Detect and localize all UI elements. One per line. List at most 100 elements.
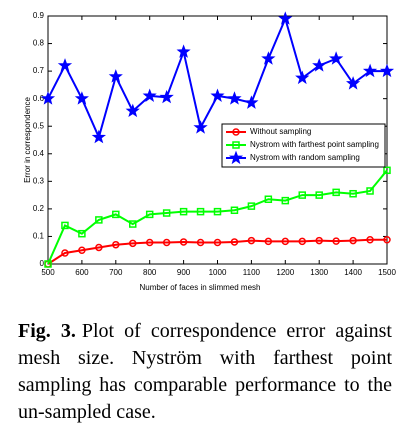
marker — [247, 236, 256, 245]
x-tick-label: 700 — [109, 268, 123, 277]
marker — [159, 89, 174, 104]
marker — [383, 236, 391, 244]
marker — [91, 129, 106, 144]
marker — [196, 207, 205, 216]
y-tick-label: 0 — [40, 259, 45, 268]
marker — [44, 260, 52, 268]
legend-label: Nystrom with farthest point sampling — [250, 140, 379, 149]
y-tick-label: 0.1 — [33, 232, 45, 241]
y-axis-label: Error in correspondence — [23, 97, 32, 183]
marker — [278, 11, 293, 25]
x-tick-label: 800 — [143, 268, 157, 277]
marker — [298, 237, 306, 246]
marker — [61, 249, 69, 257]
marker — [383, 166, 391, 175]
legend-box — [221, 123, 386, 168]
marker — [95, 243, 103, 252]
marker — [281, 196, 290, 205]
marker — [145, 238, 154, 247]
marker — [349, 236, 357, 245]
marker — [281, 237, 290, 246]
marker — [179, 207, 188, 216]
marker — [315, 236, 323, 245]
x-tick-label: 1500 — [378, 268, 396, 277]
marker — [298, 191, 306, 199]
x-tick-label: 1100 — [243, 268, 261, 277]
marker — [40, 91, 56, 105]
marker — [145, 210, 154, 219]
chart: Number of faces in slimmed mesh Error in… — [23, 11, 396, 292]
marker — [230, 206, 239, 215]
x-tick-label: 1000 — [209, 268, 227, 277]
marker — [332, 237, 340, 245]
y-tick-label: 0.5 — [33, 121, 45, 130]
y-tick-label: 0.6 — [33, 94, 45, 103]
marker — [332, 188, 340, 197]
marker — [349, 189, 357, 198]
y-tick-label: 0.2 — [33, 204, 45, 213]
y-tick-label: 0.7 — [33, 66, 45, 75]
marker — [61, 221, 69, 230]
marker — [346, 76, 361, 90]
legend-marker — [232, 128, 240, 136]
marker — [264, 237, 273, 246]
marker — [125, 103, 140, 118]
legend-label: Without sampling — [250, 127, 311, 136]
series-line — [47, 169, 388, 265]
marker — [295, 70, 310, 85]
x-tick-label: 500 — [41, 268, 55, 277]
marker — [379, 63, 395, 78]
marker — [108, 69, 123, 83]
marker — [176, 44, 191, 58]
marker — [112, 240, 120, 249]
marker — [74, 91, 89, 105]
caption-text: Plot of correspondence error against mes… — [18, 320, 392, 423]
marker — [193, 120, 208, 134]
y-tick-label: 0.9 — [33, 11, 45, 20]
x-tick-label: 1400 — [344, 268, 362, 277]
caption-label: Fig. 3. — [18, 320, 76, 342]
marker — [315, 191, 323, 199]
marker — [213, 207, 222, 216]
marker — [129, 220, 137, 228]
marker — [362, 63, 378, 78]
y-tick-label: 0.3 — [33, 176, 45, 185]
marker — [247, 202, 256, 210]
marker — [57, 58, 73, 72]
marker — [366, 236, 374, 244]
marker — [210, 88, 225, 102]
marker — [78, 229, 86, 238]
marker — [264, 195, 273, 203]
marker — [95, 216, 103, 224]
legend-marker — [228, 150, 244, 165]
marker — [213, 238, 222, 247]
marker — [230, 238, 239, 246]
y-tick-label: 0.4 — [33, 149, 45, 158]
marker — [261, 51, 276, 65]
marker — [227, 91, 242, 105]
marker — [162, 209, 171, 217]
marker — [244, 95, 259, 109]
legend-label: Nystrom with random sampling — [250, 153, 360, 162]
series-line — [47, 238, 387, 265]
caption: Fig. 3. Plot of correspondence error agai… — [18, 318, 392, 426]
x-axis-label: Number of faces in slimmed mesh — [140, 283, 261, 292]
marker — [179, 238, 188, 246]
marker — [142, 88, 157, 102]
x-tick-label: 1200 — [276, 268, 294, 277]
marker — [366, 187, 374, 195]
marker — [329, 51, 344, 65]
marker — [129, 239, 137, 248]
x-tick-label: 1300 — [310, 268, 328, 277]
marker — [312, 58, 327, 72]
y-tick-label: 0.8 — [33, 39, 45, 48]
x-tick-label: 900 — [177, 268, 191, 277]
marker — [162, 238, 171, 247]
series-line — [47, 15, 387, 141]
x-tick-label: 600 — [75, 268, 89, 277]
marker — [196, 238, 205, 247]
legend-marker — [232, 141, 240, 149]
marker — [112, 210, 120, 219]
marker — [78, 246, 86, 254]
